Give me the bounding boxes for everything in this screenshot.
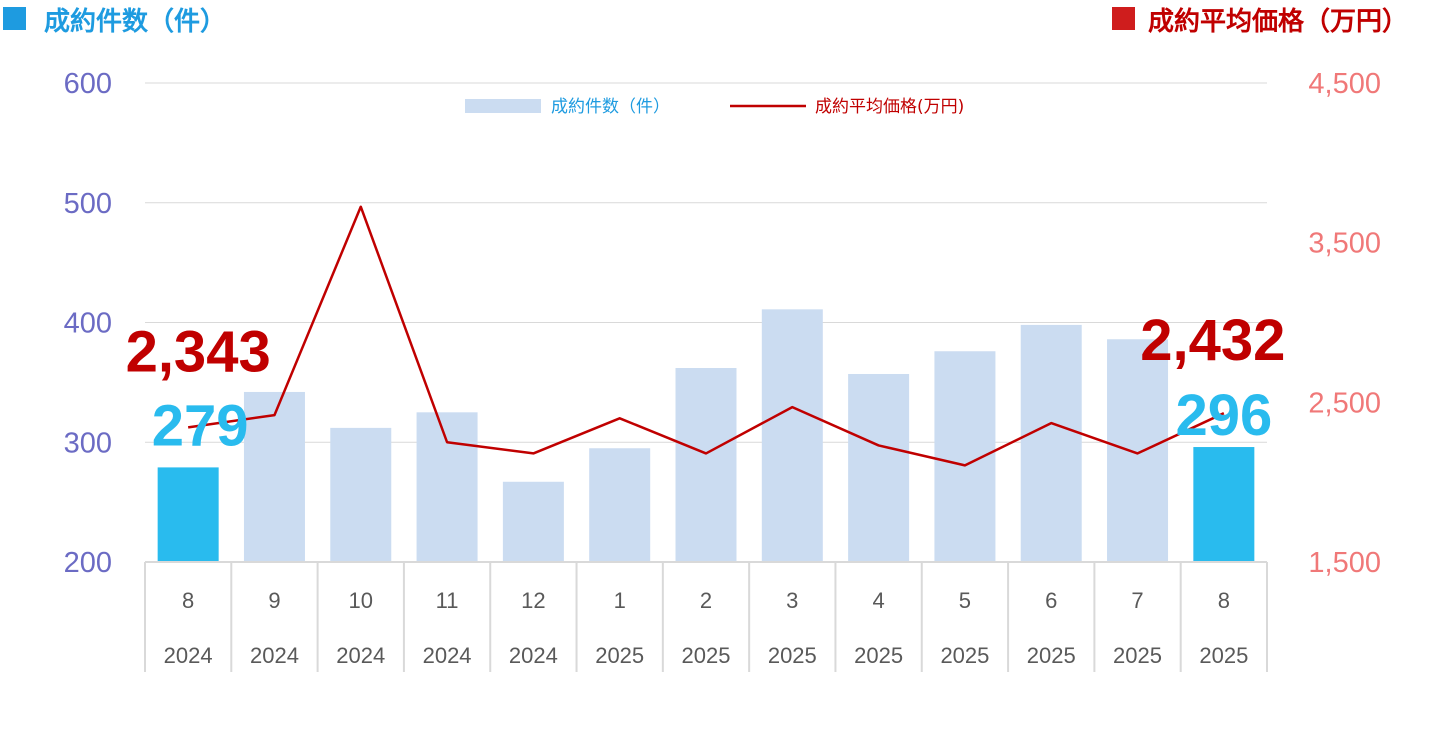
x-month-label: 4 bbox=[872, 588, 884, 613]
bar bbox=[761, 309, 823, 562]
y-right-tick-label: 1,500 bbox=[1308, 547, 1381, 579]
x-year-label: 2024 bbox=[423, 643, 472, 668]
bar bbox=[243, 391, 305, 562]
bar bbox=[1193, 447, 1255, 562]
x-month-label: 3 bbox=[786, 588, 798, 613]
y-left-tick-label: 600 bbox=[64, 68, 112, 100]
price-line bbox=[187, 205, 1225, 467]
x-month-label: 5 bbox=[959, 588, 971, 613]
bar bbox=[848, 373, 910, 562]
last-bar-value-label: 296 bbox=[1175, 383, 1272, 448]
y-left-tick-label: 500 bbox=[64, 188, 112, 220]
right-title-marker bbox=[1112, 7, 1135, 30]
x-month-label: 12 bbox=[521, 588, 545, 613]
legend-bar-swatch bbox=[465, 99, 541, 113]
x-year-label: 2025 bbox=[1199, 643, 1248, 668]
y-left-tick-label: 200 bbox=[64, 547, 112, 579]
bar bbox=[1107, 339, 1169, 562]
x-month-label: 8 bbox=[182, 588, 194, 613]
x-month-label: 9 bbox=[268, 588, 280, 613]
x-year-label: 2025 bbox=[595, 643, 644, 668]
bar bbox=[675, 368, 737, 562]
bar bbox=[502, 481, 564, 562]
x-month-label: 6 bbox=[1045, 588, 1057, 613]
x-year-label: 2025 bbox=[854, 643, 903, 668]
bar bbox=[416, 412, 478, 562]
y-right-tick-label: 3,500 bbox=[1308, 228, 1381, 260]
first-line-value-label: 2,343 bbox=[126, 319, 271, 384]
x-month-label: 8 bbox=[1218, 588, 1230, 613]
x-year-label: 2024 bbox=[336, 643, 385, 668]
x-month-label: 1 bbox=[614, 588, 626, 613]
x-year-label: 2024 bbox=[250, 643, 299, 668]
x-year-label: 2025 bbox=[682, 643, 731, 668]
bar bbox=[330, 427, 392, 562]
y-right-tick-label: 4,500 bbox=[1308, 68, 1381, 100]
x-year-label: 2025 bbox=[768, 643, 817, 668]
x-year-label: 2024 bbox=[164, 643, 213, 668]
y-left-tick-label: 300 bbox=[64, 427, 112, 459]
legend-line-label: 成約平均価格(万円) bbox=[815, 97, 964, 117]
left-title-marker bbox=[3, 7, 26, 30]
x-year-label: 2024 bbox=[509, 643, 558, 668]
right-axis-title: 成約平均価格（万円） bbox=[1148, 6, 1408, 37]
first-bar-value-label: 279 bbox=[152, 393, 249, 458]
x-month-label: 7 bbox=[1131, 588, 1143, 613]
x-month-label: 2 bbox=[700, 588, 712, 613]
y-right-tick-label: 2,500 bbox=[1308, 387, 1381, 419]
left-axis-title: 成約件数（件） bbox=[44, 6, 226, 37]
x-year-label: 2025 bbox=[1027, 643, 1076, 668]
legend-bar-label: 成約件数（件） bbox=[551, 97, 670, 117]
x-year-label: 2025 bbox=[940, 643, 989, 668]
x-month-label: 10 bbox=[349, 588, 373, 613]
x-year-label: 2025 bbox=[1113, 643, 1162, 668]
bar bbox=[1020, 324, 1082, 562]
last-line-value-label: 2,432 bbox=[1140, 308, 1285, 373]
bar bbox=[589, 448, 651, 562]
bar bbox=[934, 351, 996, 562]
y-left-tick-label: 400 bbox=[64, 308, 112, 340]
bar bbox=[157, 467, 219, 562]
x-month-label: 11 bbox=[436, 588, 459, 613]
